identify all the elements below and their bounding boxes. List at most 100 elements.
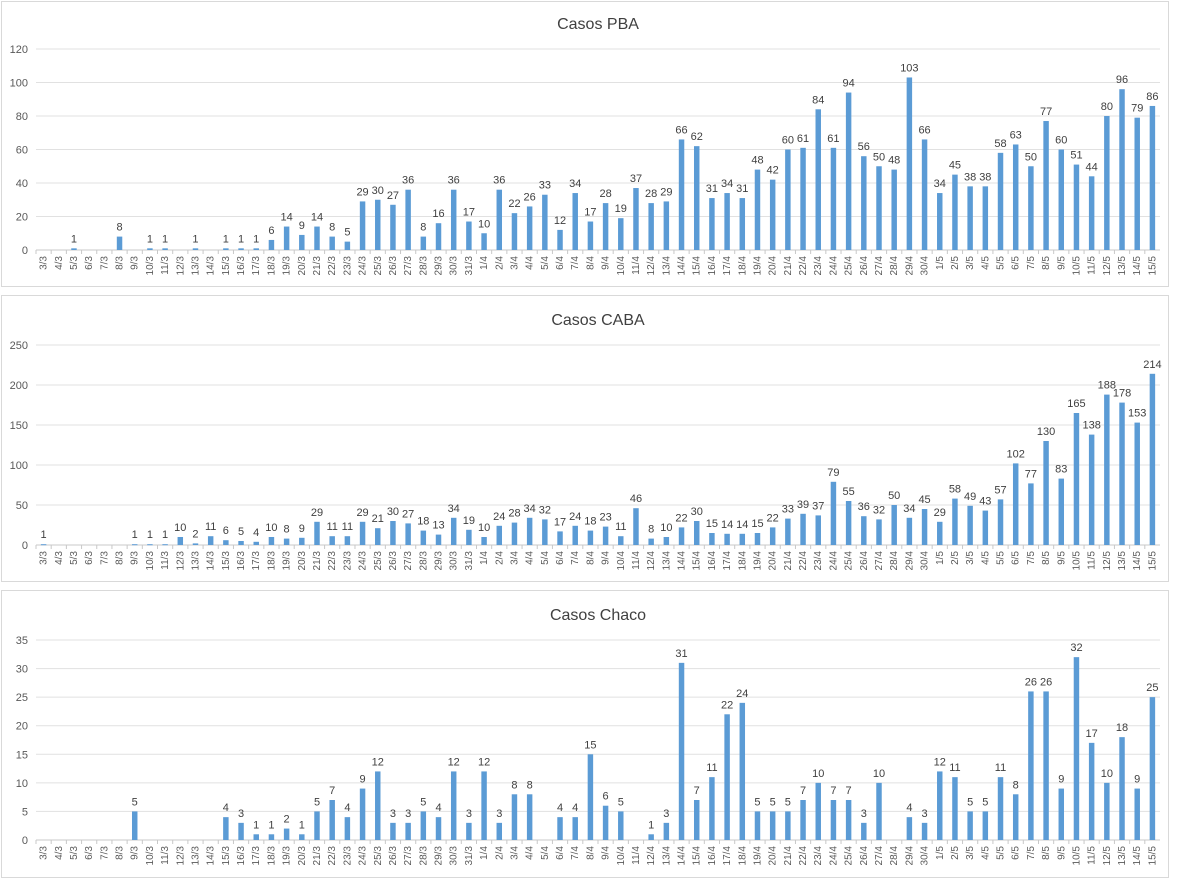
bar bbox=[876, 782, 882, 840]
data-label: 31 bbox=[706, 183, 718, 195]
x-tick-label: 10/4 bbox=[616, 551, 627, 571]
data-label: 8 bbox=[284, 524, 290, 536]
x-tick-label: 8/4 bbox=[585, 551, 596, 565]
x-tick-label: 20/4 bbox=[768, 256, 779, 276]
data-label: 39 bbox=[797, 499, 809, 511]
x-tick-label: 24/4 bbox=[828, 846, 839, 866]
y-tick-label: 250 bbox=[10, 340, 28, 352]
data-label: 25 bbox=[1146, 682, 1158, 694]
bar bbox=[283, 828, 290, 840]
bar bbox=[192, 543, 199, 545]
bar bbox=[359, 521, 366, 545]
data-label: 5 bbox=[982, 796, 988, 808]
data-label: 28 bbox=[599, 188, 611, 200]
y-tick-label: 40 bbox=[16, 178, 28, 190]
data-label: 6 bbox=[603, 791, 609, 803]
data-label: 34 bbox=[903, 503, 915, 515]
bar bbox=[921, 139, 928, 250]
x-tick-label: 13/3 bbox=[190, 846, 201, 866]
x-tick-label: 16/4 bbox=[707, 551, 718, 571]
bar bbox=[359, 201, 366, 250]
bar bbox=[937, 521, 943, 545]
x-tick-label: 24/4 bbox=[828, 551, 839, 571]
bar bbox=[147, 248, 153, 250]
data-label: 36 bbox=[402, 175, 414, 187]
bar bbox=[268, 239, 275, 250]
data-label: 30 bbox=[387, 506, 399, 518]
data-label: 4 bbox=[557, 802, 563, 814]
data-label: 43 bbox=[979, 496, 991, 508]
data-label: 32 bbox=[539, 504, 551, 516]
data-label: 60 bbox=[782, 135, 794, 147]
x-tick-label: 18/3 bbox=[266, 551, 277, 571]
data-label: 9 bbox=[1134, 774, 1140, 786]
bar bbox=[390, 521, 396, 545]
x-tick-label: 17/4 bbox=[722, 551, 733, 571]
data-label: 178 bbox=[1113, 388, 1131, 400]
x-tick-label: 5/5 bbox=[996, 551, 1007, 565]
bar bbox=[238, 541, 244, 545]
data-label: 5 bbox=[785, 796, 791, 808]
data-label: 37 bbox=[812, 500, 824, 512]
data-label: 42 bbox=[767, 165, 779, 177]
bar bbox=[572, 193, 578, 250]
bar bbox=[542, 194, 548, 250]
data-label: 1 bbox=[162, 529, 168, 541]
bar bbox=[997, 499, 1004, 545]
data-label: 3 bbox=[496, 808, 502, 820]
data-label: 9 bbox=[299, 523, 305, 535]
bar bbox=[375, 199, 381, 250]
data-label: 6 bbox=[268, 225, 274, 237]
x-tick-label: 8/3 bbox=[115, 846, 126, 860]
bar bbox=[587, 221, 594, 250]
data-label: 84 bbox=[812, 94, 824, 106]
x-tick-label: 3/5 bbox=[965, 256, 976, 270]
x-tick-label: 4/3 bbox=[54, 551, 65, 565]
data-label: 57 bbox=[994, 484, 1006, 496]
data-label: 1 bbox=[192, 233, 198, 245]
bar bbox=[1088, 434, 1095, 545]
bar bbox=[830, 481, 837, 545]
x-tick-label: 6/4 bbox=[555, 551, 566, 565]
data-label: 79 bbox=[1131, 103, 1143, 115]
x-tick-label: 5/4 bbox=[540, 846, 551, 860]
x-tick-label: 13/5 bbox=[1117, 256, 1128, 276]
bar bbox=[1104, 782, 1110, 840]
x-tick-label: 8/3 bbox=[115, 256, 126, 270]
bar bbox=[511, 522, 518, 545]
data-label: 26 bbox=[524, 191, 536, 203]
x-tick-label: 27/4 bbox=[874, 551, 885, 571]
x-tick-label: 27/4 bbox=[874, 846, 885, 866]
x-tick-label: 14/3 bbox=[206, 256, 217, 276]
x-tick-label: 17/4 bbox=[722, 256, 733, 276]
x-tick-label: 21/3 bbox=[312, 846, 323, 866]
data-label: 28 bbox=[508, 508, 520, 520]
x-tick-label: 13/4 bbox=[661, 256, 672, 276]
x-tick-label: 5/4 bbox=[540, 256, 551, 270]
bar bbox=[663, 537, 670, 545]
bar bbox=[375, 771, 381, 840]
data-label: 24 bbox=[736, 688, 748, 700]
bar bbox=[177, 537, 184, 545]
data-label: 1 bbox=[41, 529, 47, 541]
x-tick-label: 22/3 bbox=[327, 846, 338, 866]
bar bbox=[891, 169, 897, 250]
data-label: 10 bbox=[265, 522, 277, 534]
y-tick-label: 100 bbox=[10, 460, 28, 472]
y-tick-label: 10 bbox=[16, 778, 28, 790]
x-tick-label: 30/4 bbox=[920, 256, 931, 276]
data-label: 12 bbox=[372, 756, 384, 768]
bar bbox=[268, 834, 275, 840]
bar bbox=[602, 526, 609, 545]
bar bbox=[982, 510, 989, 545]
data-label: 30 bbox=[691, 506, 703, 518]
bar bbox=[618, 536, 624, 545]
x-tick-label: 10/5 bbox=[1071, 846, 1082, 866]
bar bbox=[435, 534, 442, 545]
x-tick-label: 31/3 bbox=[464, 256, 475, 276]
x-tick-label: 25/4 bbox=[844, 551, 855, 571]
x-tick-label: 21/3 bbox=[312, 256, 323, 276]
x-tick-label: 4/3 bbox=[54, 256, 65, 270]
chart-panel-caba: Casos CABA 0 50 100 150 200 250 1 3/3 4/3 5/3 6/3 7/… bbox=[1, 295, 1169, 582]
